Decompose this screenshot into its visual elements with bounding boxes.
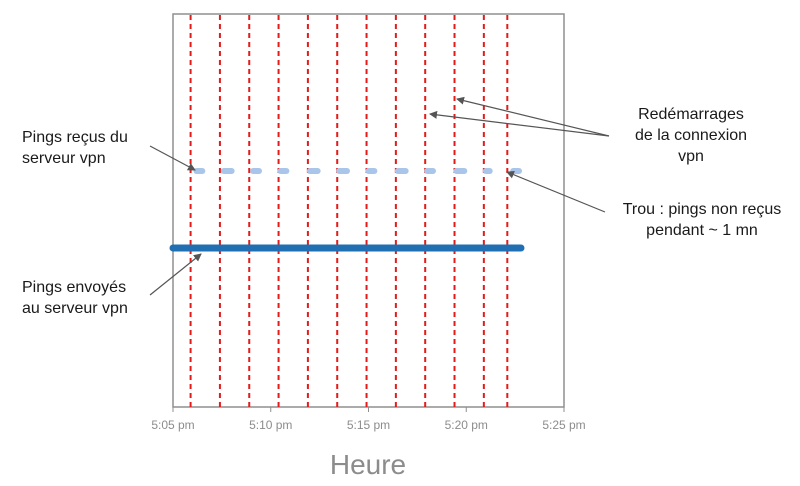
arrow-restart-2 (429, 110, 610, 137)
annotation-gap-line-2: pendant ~ 1 mn (646, 222, 758, 239)
arrow-restart-1 (456, 96, 610, 137)
x-tick-label: 5:25 pm (542, 418, 585, 432)
annotation-restarts-line-2: de la connexion (634, 127, 748, 144)
annotation-sent: Pings envoyés au serveur vpn (22, 277, 128, 319)
x-tick-label: 5:20 pm (445, 418, 488, 432)
annotation-received-line-2: serveur vpn (22, 150, 106, 167)
arrow-sent (149, 253, 202, 296)
arrow-received (149, 145, 196, 171)
annotation-restarts: Redémarrages de la connexion vpn (616, 104, 766, 167)
x-axis-label: Heure (330, 449, 406, 480)
annotation-received-line-1: Pings reçus du (22, 129, 128, 146)
annotation-restarts-line-1: Redémarrages (638, 106, 744, 123)
annotation-sent-line-2: au serveur vpn (22, 300, 128, 317)
x-tick-label: 5:10 pm (249, 418, 292, 432)
annotation-received: Pings reçus du serveur vpn (22, 127, 128, 169)
plot-frame (172, 13, 565, 408)
annotation-arrows (149, 96, 610, 296)
series-layer (169, 168, 525, 252)
arrow-gap (506, 170, 606, 213)
annotation-gap: Trou : pings non reçus pendant ~ 1 mn (612, 199, 792, 241)
restart-lines (189, 15, 509, 407)
x-tick-label: 5:15 pm (347, 418, 390, 432)
x-axis-ticks: 5:05 pm 5:10 pm 5:15 pm 5:20 pm 5:25 pm (151, 407, 586, 432)
annotation-sent-line-1: Pings envoyés (22, 279, 127, 296)
annotation-restarts-line-3: vpn (678, 148, 704, 165)
x-tick-label: 5:05 pm (151, 418, 194, 432)
annotation-gap-line-1: Trou : pings non reçus (622, 201, 782, 218)
